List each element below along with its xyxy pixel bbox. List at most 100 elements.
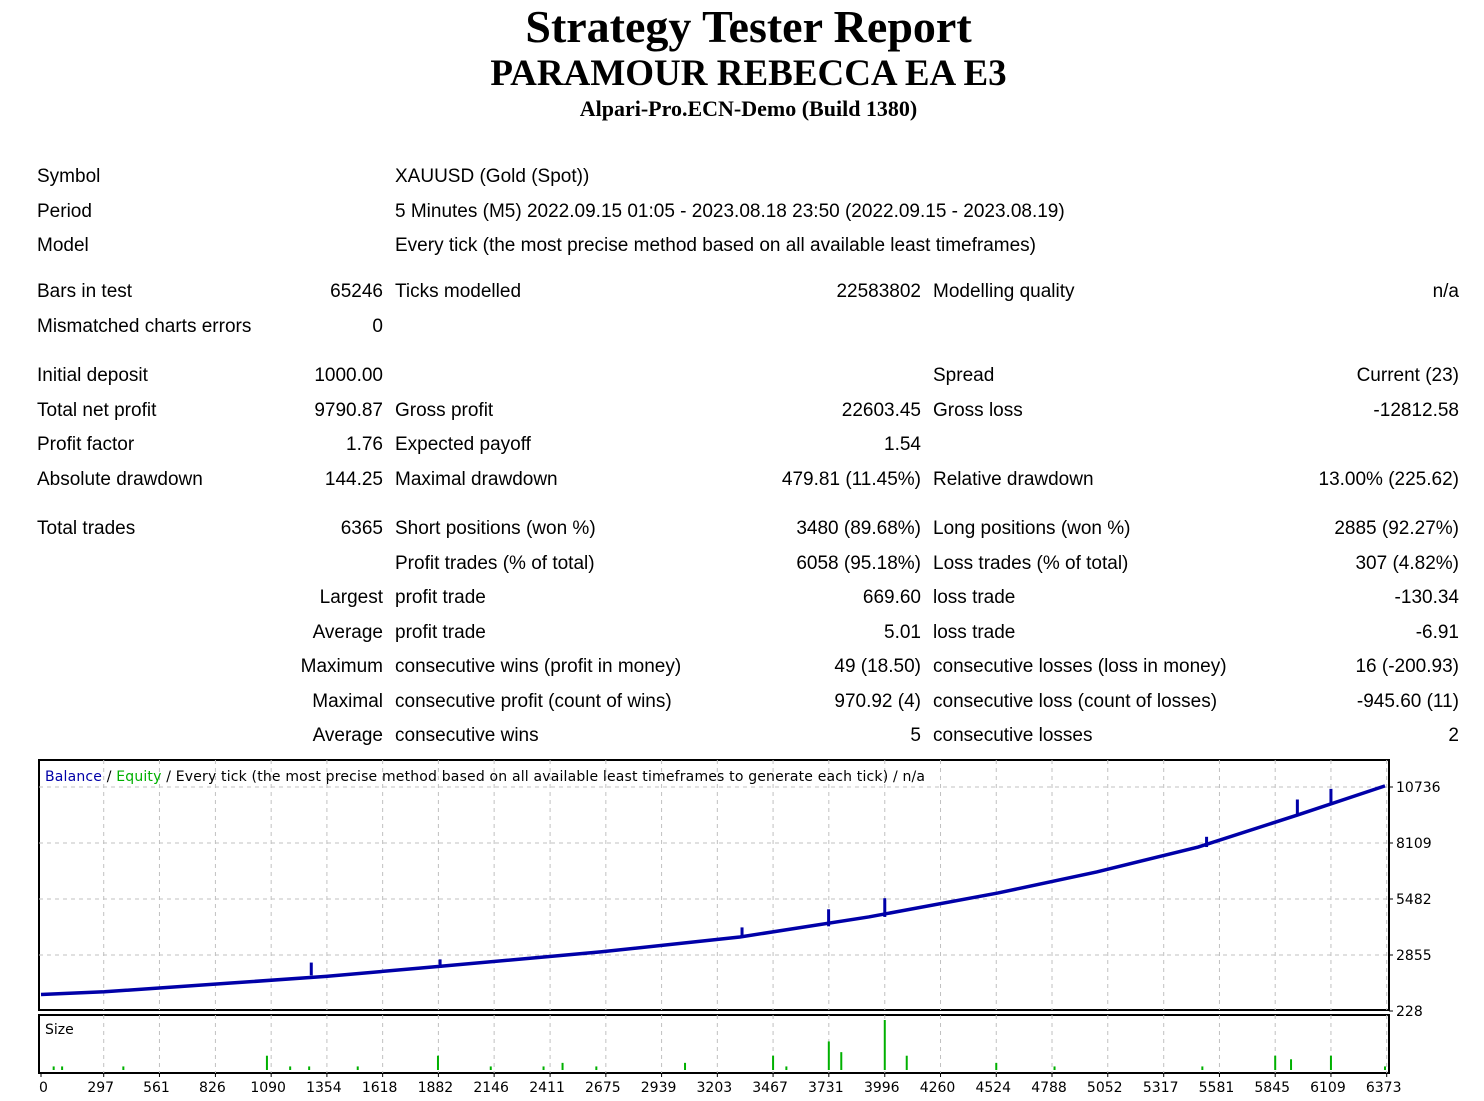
- legend-balance: Balance: [45, 769, 102, 785]
- value-1: Average: [312, 725, 383, 746]
- legend-sep: /: [102, 769, 116, 785]
- y-tick-label: 5482: [1396, 892, 1432, 908]
- value-2: 1.54: [884, 434, 921, 455]
- label-2: consecutive wins (profit in money): [395, 656, 682, 677]
- value-2: 3480 (89.68%): [796, 518, 921, 539]
- x-tick-label: 3731: [808, 1080, 844, 1096]
- label-3: consecutive loss (count of losses): [933, 691, 1218, 712]
- size-label: Size: [45, 1022, 74, 1038]
- value-3: 13.00% (225.62): [1318, 469, 1460, 490]
- label-2: consecutive wins: [395, 725, 539, 746]
- label-2: Ticks modelled: [395, 281, 522, 302]
- balance-line: [40, 784, 1386, 997]
- label-3: Loss trades (% of total): [933, 553, 1129, 574]
- value-2: 49 (18.50): [834, 656, 921, 677]
- label-1: Total net profit: [37, 400, 157, 421]
- server-build: Alpari-Pro.ECN-Demo (Build 1380): [579, 96, 918, 121]
- value-1: Largest: [319, 587, 383, 608]
- label-2: Every tick (the most precise method base…: [395, 235, 1036, 256]
- report-title: Strategy Tester Report: [525, 1, 972, 52]
- value-3: n/a: [1432, 281, 1459, 302]
- label-1: Symbol: [37, 166, 101, 187]
- label-1: Period: [37, 201, 92, 222]
- label-2: Maximal drawdown: [395, 469, 558, 490]
- x-tick-label: 5317: [1143, 1080, 1179, 1096]
- value-1: 0: [372, 316, 383, 337]
- value-3: 2: [1448, 725, 1459, 746]
- label-1: Total trades: [37, 518, 136, 539]
- value-3: -6.91: [1415, 622, 1459, 643]
- x-tick-label: 5581: [1199, 1080, 1235, 1096]
- value-2: 669.60: [862, 587, 921, 608]
- chart-legend: Balance / Equity / Every tick (the most …: [45, 769, 925, 785]
- label-3: Long positions (won %): [933, 518, 1131, 539]
- label-2: Short positions (won %): [395, 518, 596, 539]
- size-panel: [38, 1014, 1390, 1074]
- x-tick-label: 0: [39, 1080, 48, 1096]
- value-3: Current (23): [1356, 365, 1459, 386]
- x-tick-label: 1618: [362, 1080, 398, 1096]
- label-1: Bars in test: [37, 281, 133, 302]
- label-3: Relative drawdown: [933, 469, 1094, 490]
- x-tick-label: 5052: [1087, 1080, 1123, 1096]
- value-2: 970.92 (4): [834, 691, 921, 712]
- label-3: Spread: [933, 365, 995, 386]
- x-tick-label: 5845: [1254, 1080, 1290, 1096]
- value-1: 65246: [330, 281, 383, 302]
- x-tick-label: 1354: [306, 1080, 342, 1096]
- x-tick-label: 826: [199, 1080, 226, 1096]
- label-1: Profit factor: [37, 434, 135, 455]
- label-3: Modelling quality: [933, 281, 1075, 302]
- value-3: -130.34: [1394, 587, 1459, 608]
- x-tick-label: 1882: [418, 1080, 454, 1096]
- x-tick-label: 297: [87, 1080, 114, 1096]
- value-3: -945.60 (11): [1356, 691, 1459, 712]
- label-1: Absolute drawdown: [37, 469, 203, 490]
- value-1: 144.25: [324, 469, 383, 490]
- value-2: 22603.45: [841, 400, 921, 421]
- value-2: 5.01: [884, 622, 921, 643]
- label-3: loss trade: [933, 622, 1016, 643]
- label-2: profit trade: [395, 587, 486, 608]
- label-3: consecutive losses: [933, 725, 1093, 746]
- label-2: 5 Minutes (M5) 2022.09.15 01:05 - 2023.0…: [395, 201, 1065, 222]
- label-2: Expected payoff: [395, 434, 531, 455]
- label-1: Initial deposit: [37, 365, 148, 386]
- value-3: 2885 (92.27%): [1334, 518, 1459, 539]
- x-tick-label: 3996: [864, 1080, 900, 1096]
- x-tick-label: 3467: [752, 1080, 788, 1096]
- expert-name: PARAMOUR REBECCA EA E3: [490, 53, 1007, 94]
- value-2: 6058 (95.18%): [796, 553, 921, 574]
- legend-equity: Equity: [116, 769, 161, 785]
- x-tick-label: 4260: [920, 1080, 956, 1096]
- x-tick-label: 1090: [250, 1080, 286, 1096]
- value-1: 6365: [340, 518, 383, 539]
- value-2: 5: [910, 725, 921, 746]
- y-tick-label: 228: [1396, 1004, 1423, 1020]
- label-1: Model: [37, 235, 89, 256]
- value-1: Maximum: [300, 656, 383, 677]
- label-2: profit trade: [395, 622, 486, 643]
- x-tick-label: 2939: [641, 1080, 677, 1096]
- value-2: 479.81 (11.45%): [781, 469, 921, 490]
- label-3: Gross loss: [933, 400, 1023, 421]
- label-1: Mismatched charts errors: [37, 316, 252, 337]
- legend-rest: / Every tick (the most precise method ba…: [162, 769, 925, 785]
- x-tick-label: 2146: [473, 1080, 509, 1096]
- value-3: 16 (-200.93): [1355, 656, 1459, 677]
- value-1: Average: [312, 622, 383, 643]
- x-tick-label: 4788: [1031, 1080, 1067, 1096]
- value-1: Maximal: [312, 691, 383, 712]
- value-3: 307 (4.82%): [1355, 553, 1459, 574]
- value-3: -12812.58: [1373, 400, 1459, 421]
- value-1: 1.76: [346, 434, 383, 455]
- label-3: loss trade: [933, 587, 1016, 608]
- x-tick-label: 3203: [697, 1080, 733, 1096]
- balance-panel: [38, 759, 1390, 1011]
- value-1: 9790.87: [314, 400, 383, 421]
- y-tick-label: 2855: [1396, 948, 1432, 964]
- x-tick-label: 2411: [529, 1080, 565, 1096]
- label-2: XAUUSD (Gold (Spot)): [395, 166, 590, 187]
- x-tick-label: 6373: [1366, 1080, 1402, 1096]
